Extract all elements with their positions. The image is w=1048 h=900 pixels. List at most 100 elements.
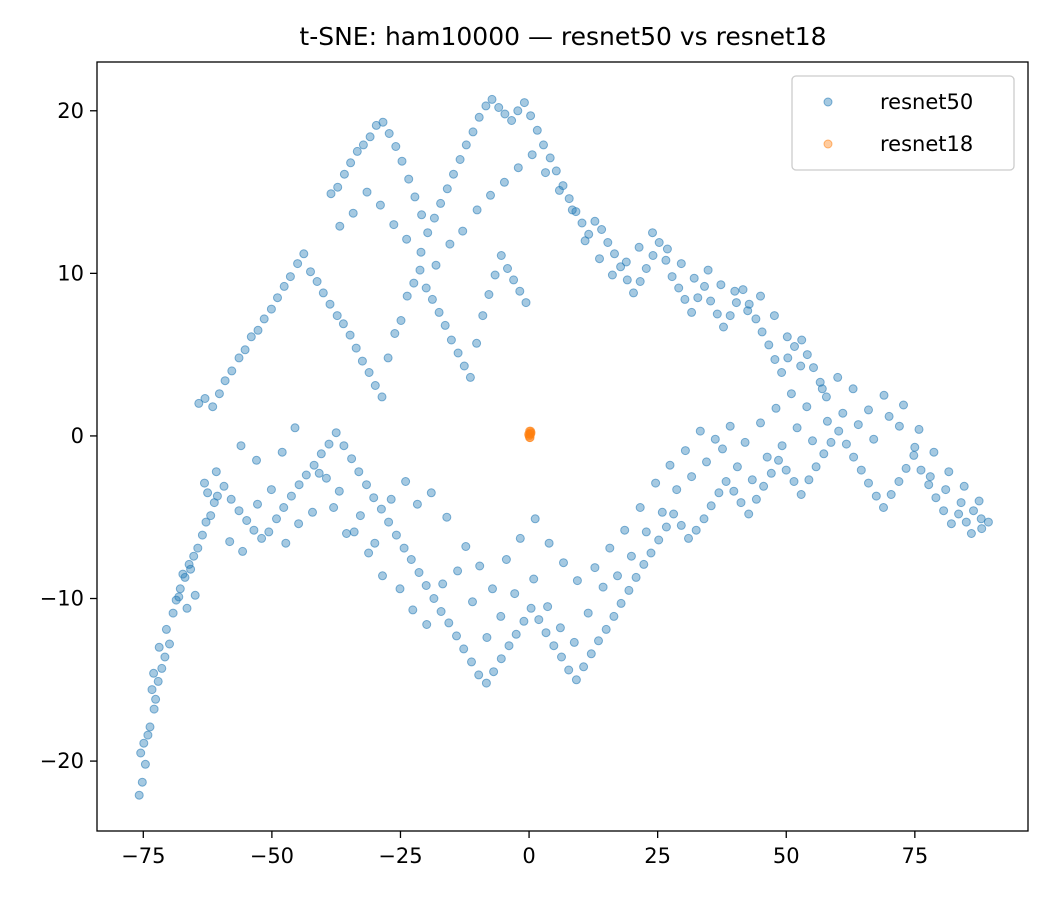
point-resnet50 [507,116,517,125]
point-resnet50 [569,637,579,647]
point-resnet50 [732,462,742,472]
point-resnet50 [347,454,357,464]
point-resnet50 [301,470,311,480]
point-resnet50 [699,514,709,524]
point-resnet50 [277,447,287,457]
point-resnet50 [736,498,746,508]
point-resnet50 [461,542,471,551]
point-resnet50 [431,260,441,270]
point-resnet50 [624,585,634,595]
point-resnet50 [253,325,263,335]
point-resnet50 [178,569,188,579]
point-resnet50 [362,480,371,490]
point-resnet50 [703,265,713,275]
point-resnet50 [338,319,348,329]
point-resnet50 [203,488,213,498]
point-resnet50 [266,485,276,495]
point-resnet18 [525,433,535,443]
point-resnet50 [662,244,672,254]
point-resnet50 [672,485,682,495]
point-resnet50 [240,345,250,355]
point-resnet50 [899,400,908,410]
point-resnet50 [545,153,555,163]
point-resnet50 [511,629,521,639]
point-resnet50 [879,503,888,512]
point-resnet50 [452,631,461,641]
point-resnet50 [404,174,414,184]
point-resnet50 [567,205,577,215]
point-resnet50 [554,185,564,195]
point-resnet50 [249,525,259,535]
point-resnet50 [555,623,565,633]
point-resnet50 [467,657,476,667]
point-resnet50 [583,608,593,618]
point-resnet50 [208,402,218,412]
point-resnet50 [206,511,216,521]
point-resnet50 [821,392,831,402]
point-resnet50 [211,467,221,477]
point-resnet50 [513,163,523,173]
point-resnet50 [856,465,866,475]
point-resnet50 [496,251,506,260]
point-resnet50 [396,316,406,325]
point-resnet50 [364,548,374,558]
point-resnet50 [648,251,658,260]
point-resnet50 [496,611,506,621]
point-resnet50 [496,654,506,664]
point-resnet50 [415,265,425,275]
point-resnet50 [309,460,319,470]
point-resnet50 [661,255,671,265]
point-resnet50 [687,472,697,482]
point-resnet50 [769,311,779,321]
point-resnet50 [474,670,484,680]
point-resnet50 [519,616,529,626]
point-resnet50 [605,543,615,553]
point-resnet50 [635,503,645,512]
point-resnet50 [475,561,485,571]
point-resnet50 [442,184,452,194]
y-axis: −20 −10 0 10 20 [40,99,97,773]
point-resnet50 [397,156,407,166]
point-resnet50 [494,103,504,112]
point-resnet50 [513,106,523,116]
point-resnet50 [137,777,147,787]
point-resnet50 [939,506,949,516]
point-resnet50 [676,520,686,530]
point-resnet50 [590,216,600,226]
y-tick-label: 20 [57,99,84,123]
point-resnet50 [725,421,735,431]
point-resnet50 [308,507,317,517]
point-resnet50 [165,639,174,649]
point-resnet50 [966,529,976,538]
point-resnet50 [571,675,581,685]
point-resnet50 [253,499,262,509]
point-resnet50 [834,426,844,436]
point-resnet50 [826,437,836,447]
point-resnet50 [594,636,603,646]
point-resnet50 [139,738,149,748]
x-tick-label: −75 [121,844,165,868]
point-resnet50 [848,384,858,394]
point-resnet50 [586,649,596,659]
point-resnet50 [417,210,427,220]
point-resnet50 [616,262,626,272]
point-resnet50 [770,355,780,364]
point-resnet50 [756,291,765,301]
point-resnet50 [629,288,638,298]
point-resnet50 [910,442,920,452]
point-resnet50 [976,514,986,524]
point-resnet50 [674,283,684,293]
point-resnet50 [182,603,192,613]
point-resnet50 [161,624,171,634]
point-resnet50 [390,329,400,338]
y-tick-label: −20 [40,749,84,773]
point-resnet50 [543,602,553,612]
point-resnet50 [264,527,274,537]
point-resnet50 [201,517,211,527]
point-resnet50 [332,311,342,321]
point-resnet50 [544,538,554,548]
point-resnet50 [714,488,724,498]
point-resnet50 [786,389,796,399]
point-resnet50 [809,363,818,373]
point-resnet18 [526,426,536,436]
